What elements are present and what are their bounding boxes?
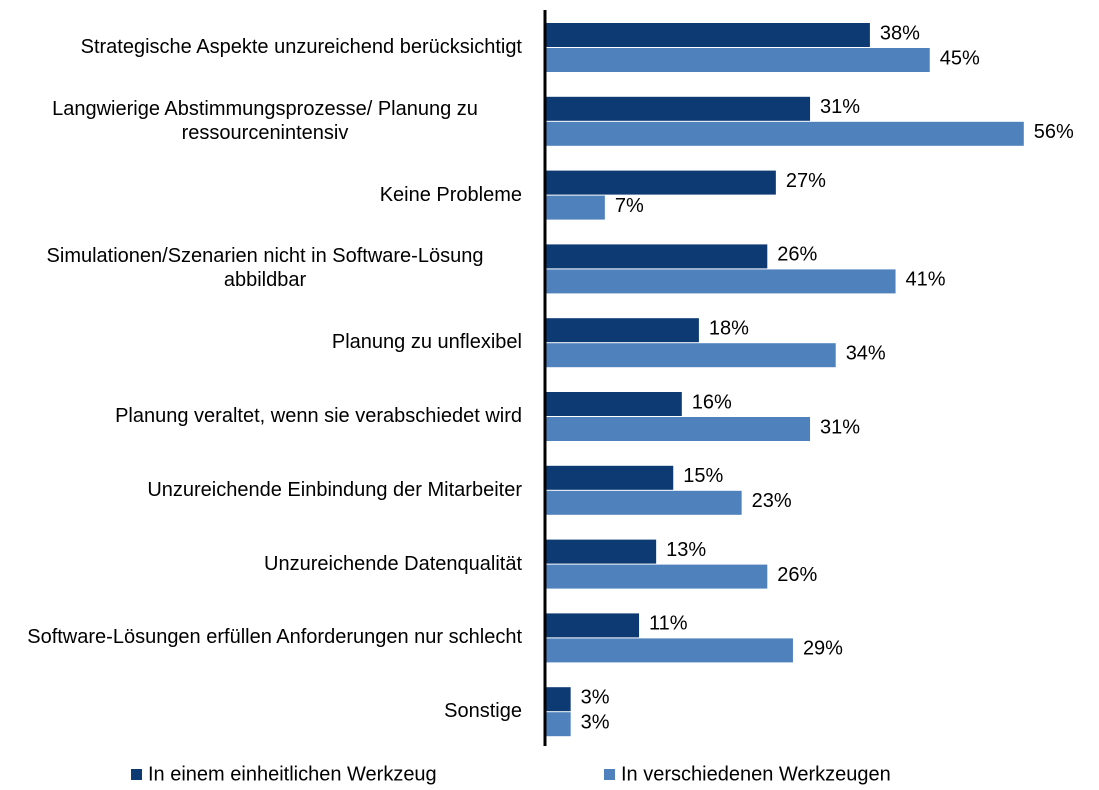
category-label: Sonstige	[8, 699, 522, 723]
category-text: Planung zu unflexibel	[331, 331, 522, 354]
category-text: Strategische Aspekte unzureichend berück…	[80, 36, 522, 58]
bar	[545, 465, 674, 490]
legend-label: In verschiedenen Werkzeugen	[621, 763, 891, 785]
bar	[545, 539, 657, 564]
bar	[545, 417, 811, 441]
value-label: 38%	[880, 22, 920, 44]
value-label: 56%	[1034, 121, 1074, 143]
category-text: Simulationen/Szenarien nicht in Software…	[46, 245, 484, 292]
bar	[545, 23, 870, 47]
bar	[545, 244, 768, 269]
bar	[545, 195, 605, 220]
category-text: Sonstige	[444, 700, 522, 723]
value-label: 34%	[846, 342, 886, 364]
value-label: 7%	[615, 195, 644, 217]
value-label: 26%	[777, 244, 817, 266]
bar	[545, 170, 776, 195]
value-label: 27%	[786, 170, 826, 192]
bar	[545, 121, 1024, 146]
value-label: 3%	[581, 711, 610, 733]
value-label: 31%	[820, 96, 860, 118]
value-label: 13%	[666, 539, 706, 561]
bar	[545, 687, 571, 712]
category-label: Planung zu unflexibel	[8, 330, 522, 354]
value-label: 11%	[649, 613, 688, 635]
bar	[545, 318, 699, 343]
category-text: Keine Probleme	[379, 183, 522, 206]
category-text: Langwierige Abstimmungsprozesse/ Planung…	[52, 97, 478, 144]
category-label: Simulationen/Szenarien nicht in Software…	[8, 244, 522, 292]
bar	[545, 712, 571, 737]
value-label: 26%	[777, 564, 817, 586]
category-text: Unzureichende Datenqualität	[264, 552, 522, 575]
bar	[545, 269, 896, 294]
value-label: 31%	[820, 416, 860, 438]
category-label: Unzureichende Einbindung der Mitarbeiter	[8, 478, 522, 502]
legend-swatch	[131, 769, 142, 780]
category-label: Software-Lösungen erfüllen Anforderungen…	[8, 625, 522, 649]
category-label: Planung veraltet, wenn sie verabschiedet…	[8, 404, 522, 428]
bar	[545, 48, 930, 72]
category-label: Strategische Aspekte unzureichend berück…	[8, 35, 522, 59]
bar	[545, 564, 768, 589]
value-label: 29%	[803, 638, 843, 660]
bar	[545, 343, 836, 368]
category-label: Langwierige Abstimmungsprozesse/ Planung…	[8, 97, 522, 145]
category-label: Unzureichende Datenqualität	[8, 552, 522, 576]
legend-label: In einem einheitlichen Werkzeug	[148, 763, 437, 785]
bar	[545, 638, 793, 663]
category-text: Software-Lösungen erfüllen Anforderungen…	[27, 626, 522, 649]
bar	[545, 490, 742, 515]
category-text: Unzureichende Einbindung der Mitarbeiter	[147, 478, 522, 501]
value-label: 3%	[581, 686, 610, 708]
category-label: Keine Probleme	[8, 183, 522, 207]
value-label: 23%	[752, 490, 792, 512]
bar	[545, 96, 811, 121]
value-label: 41%	[906, 269, 946, 291]
legend-swatch	[604, 769, 615, 780]
value-label: 15%	[683, 465, 723, 487]
value-label: 16%	[692, 391, 732, 413]
category-text: Planung veraltet, wenn sie verabschiedet…	[115, 405, 522, 427]
value-label: 45%	[940, 47, 980, 69]
bar	[545, 392, 682, 416]
value-label: 18%	[709, 317, 749, 339]
bar	[545, 613, 640, 638]
